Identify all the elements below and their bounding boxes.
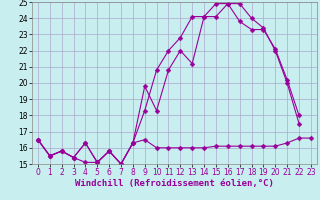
X-axis label: Windchill (Refroidissement éolien,°C): Windchill (Refroidissement éolien,°C) bbox=[75, 179, 274, 188]
